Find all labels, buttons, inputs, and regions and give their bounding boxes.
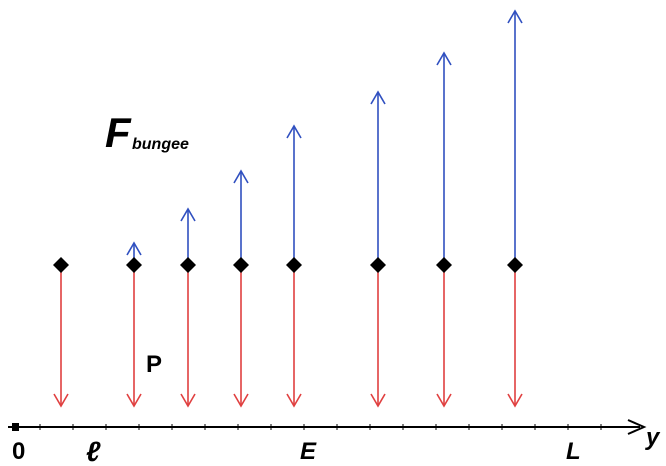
point-marker-icon [370, 257, 386, 273]
vector-pair-5 [286, 124, 302, 408]
bungee-arrowhead-icon [507, 9, 523, 24]
vector-pair-8 [507, 9, 523, 408]
point-marker-icon [126, 257, 142, 273]
bungee-arrowhead-icon [286, 124, 302, 139]
bungee-arrowhead-icon [180, 207, 196, 222]
vector-pair-1 [53, 257, 69, 408]
force-vectors [53, 9, 523, 408]
origin-label: 0 [12, 438, 25, 465]
axis-label-y: y [645, 424, 661, 451]
weight-arrowhead-icon [436, 393, 452, 408]
weight-arrowhead-icon [286, 393, 302, 408]
vector-pair-2 [126, 241, 142, 408]
point-marker-icon [53, 257, 69, 273]
bungee-arrowhead-icon [436, 51, 452, 66]
bungee-force-label: F [105, 109, 132, 156]
vector-pair-6 [370, 90, 386, 408]
point-marker-icon [233, 257, 249, 273]
bungee-arrowhead-icon [370, 90, 386, 105]
weight-arrowhead-icon [507, 393, 523, 408]
weight-label: P [146, 351, 162, 378]
vector-pair-4 [233, 169, 249, 408]
bungee-arrowhead-icon [233, 169, 249, 184]
point-marker-icon [180, 257, 196, 273]
y-axis [8, 419, 647, 435]
axis-arrowhead-icon [627, 419, 647, 435]
weight-arrowhead-icon [370, 393, 386, 408]
bungee-force-subscript: bungee [132, 136, 189, 153]
point-marker-icon [507, 257, 523, 273]
ell-label: ℓ [86, 436, 101, 466]
weight-arrowhead-icon [180, 393, 196, 408]
vector-pair-3 [180, 207, 196, 408]
vector-pair-7 [436, 51, 452, 408]
point-marker-icon [286, 257, 302, 273]
l-point-label: L [566, 438, 581, 465]
weight-arrowhead-icon [233, 393, 249, 408]
point-marker-icon [436, 257, 452, 273]
weight-arrowhead-icon [126, 393, 142, 408]
bungee-arrowhead-icon [126, 241, 142, 256]
axis-ticks [39, 424, 602, 430]
weight-arrowhead-icon [53, 393, 69, 408]
origin-marker [12, 423, 19, 431]
e-point-label: E [300, 438, 317, 465]
